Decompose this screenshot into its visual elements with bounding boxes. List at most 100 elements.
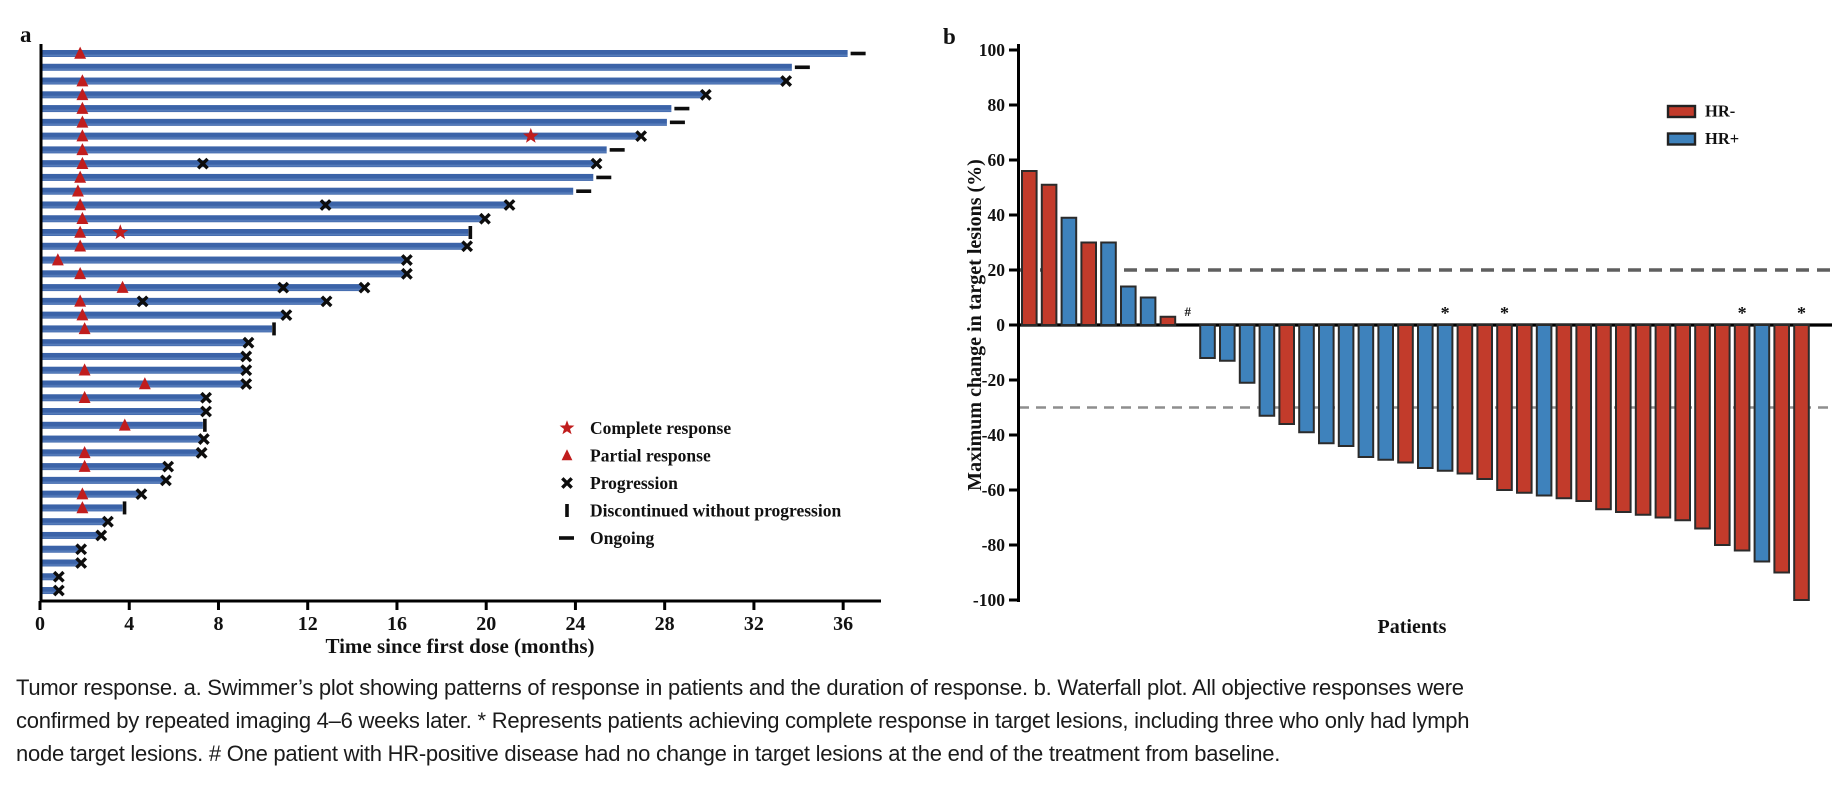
swimmer-bar <box>42 531 101 539</box>
swimmer-bar <box>42 325 273 333</box>
progression-marker <box>136 295 149 308</box>
waterfall-bar <box>1516 324 1533 494</box>
legend-label: Discontinued without progression <box>590 501 841 521</box>
waterfall-bar <box>1496 324 1513 491</box>
y-tick-label: -80 <box>982 535 1006 555</box>
swimmer-bar <box>42 311 286 319</box>
partial-response-marker <box>76 74 89 87</box>
y-tick-label: -20 <box>982 370 1006 390</box>
progression-marker <box>400 254 413 266</box>
progression-marker <box>75 543 88 556</box>
swimmer-bar <box>42 173 594 181</box>
partial-response-marker <box>76 487 89 500</box>
y-tick-label: 20 <box>988 260 1006 280</box>
swimmer-bar <box>42 545 81 553</box>
complete-response-annotation: * <box>1441 303 1450 323</box>
progression-marker <box>320 295 333 308</box>
progression-marker <box>240 364 253 377</box>
partial-response-marker <box>71 184 84 197</box>
partial-response-marker <box>76 101 89 114</box>
progression-marker <box>280 309 293 322</box>
swimmer-bar <box>42 490 141 498</box>
progression-marker <box>240 350 253 363</box>
swimmer-bar <box>42 77 786 85</box>
ongoing-marker <box>609 148 625 152</box>
waterfall-bar <box>1080 241 1097 326</box>
waterfall-bar <box>1417 324 1434 469</box>
legend-label: HR- <box>1705 102 1735 121</box>
progression-marker <box>400 267 413 280</box>
waterfall-bar <box>1139 296 1157 326</box>
swimmer-bar <box>42 63 792 71</box>
progression-marker <box>197 433 210 445</box>
y-tick-label: -100 <box>973 590 1005 610</box>
progression-marker <box>242 336 255 349</box>
partial-response-marker <box>76 501 89 514</box>
legend-label: Complete response <box>590 418 731 438</box>
x-axis-title: Patients <box>1378 616 1447 638</box>
waterfall-bar <box>1159 315 1177 326</box>
progression-marker <box>319 199 332 211</box>
waterfall-bar <box>1397 324 1414 464</box>
swimmer-bar <box>42 91 705 99</box>
waterfall-bar <box>1021 170 1038 326</box>
swimmer-bar <box>42 394 206 402</box>
partial-response-marker <box>74 170 87 183</box>
waterfall-bar <box>1535 324 1553 497</box>
complete-response-marker <box>112 224 129 240</box>
x-tick-label: 0 <box>35 613 45 635</box>
waterfall-bar <box>1793 324 1810 601</box>
caption-line: confirmed by repeated imaging 4–6 weeks … <box>16 708 1470 733</box>
progression-legend-icon <box>561 477 573 489</box>
progression-marker <box>240 378 253 390</box>
legend-label: Ongoing <box>590 528 654 548</box>
waterfall-bar <box>1753 324 1771 563</box>
waterfall-plot: b # * * * * 100 80 60 40 20 0 -20 -40 -60 -80 -100 Maximu… <box>943 24 1832 638</box>
legend-label: HR+ <box>1705 129 1739 148</box>
x-tick-label: 20 <box>476 613 496 635</box>
x-tick-label: 4 <box>124 613 134 635</box>
ongoing-marker <box>850 51 866 56</box>
swimmer-bar <box>42 449 201 457</box>
y-axis-title: Maximum change in target lesions (%) <box>964 159 986 491</box>
swimmer-bar <box>42 215 484 223</box>
progression-marker <box>75 557 88 569</box>
x-tick-label: 36 <box>833 613 853 635</box>
panel-a-label: a <box>20 22 32 47</box>
y-tick-label: 40 <box>988 205 1006 225</box>
swimmer-bar <box>42 229 469 237</box>
waterfall-bar <box>1674 324 1692 522</box>
complete-response-annotation: * <box>1738 303 1747 323</box>
progression-marker <box>162 460 175 473</box>
legend-label: Progression <box>590 473 678 493</box>
discontinued-marker <box>272 322 276 336</box>
ongoing-marker <box>794 65 810 70</box>
partial-response-marker <box>74 198 87 211</box>
ongoing-marker <box>674 106 690 111</box>
complete-response-annotation: * <box>1500 303 1509 323</box>
waterfall-bar <box>1199 324 1216 359</box>
partial-response-marker <box>74 225 87 238</box>
partial-response-marker <box>74 46 87 59</box>
waterfall-bar <box>1377 324 1394 461</box>
legend-swatch <box>1666 104 1697 119</box>
progression-marker <box>196 157 209 170</box>
swimmer-bar <box>42 118 667 126</box>
waterfall-bar <box>1040 183 1058 326</box>
legend-swatch <box>1666 132 1697 146</box>
waterfall-bar <box>1575 324 1593 502</box>
partial-response-marker <box>116 280 129 293</box>
waterfall-bar <box>1278 324 1295 425</box>
progression-marker <box>95 529 108 542</box>
ongoing-marker <box>596 175 612 180</box>
progression-marker <box>780 75 793 87</box>
waterfall-bar <box>1654 324 1672 519</box>
partial-response-marker <box>76 143 89 156</box>
waterfall-bar <box>1436 324 1454 472</box>
swimmer-bar <box>42 339 248 347</box>
swimmer-bar <box>42 408 206 416</box>
swimmer-bar <box>42 463 168 471</box>
partial-response-marker <box>76 87 89 101</box>
waterfall-bar <box>1337 324 1355 447</box>
